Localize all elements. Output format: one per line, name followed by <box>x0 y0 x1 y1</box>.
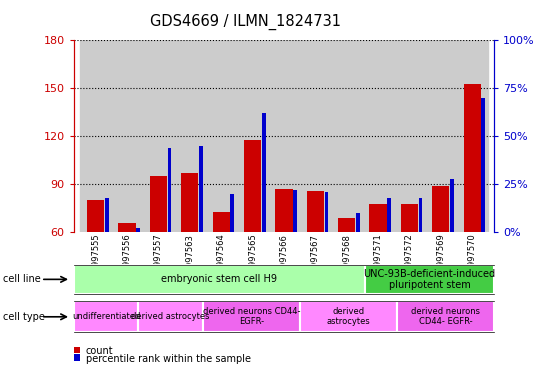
Bar <box>105 198 109 328</box>
Bar <box>456 40 488 232</box>
Bar <box>268 40 300 232</box>
Text: cell type: cell type <box>3 312 45 322</box>
Bar <box>199 146 203 328</box>
Text: UNC-93B-deficient-induced
pluripotent stem: UNC-93B-deficient-induced pluripotent st… <box>364 268 496 290</box>
Bar <box>324 192 328 328</box>
Bar <box>212 212 230 328</box>
Text: derived neurons
CD44- EGFR-: derived neurons CD44- EGFR- <box>411 307 480 326</box>
Bar <box>118 223 135 328</box>
Bar <box>174 40 205 232</box>
Bar <box>401 204 418 328</box>
Bar <box>356 213 360 328</box>
Bar <box>181 173 198 328</box>
Bar <box>262 113 265 328</box>
Text: count: count <box>86 346 114 356</box>
Bar <box>205 40 237 232</box>
Text: derived astrocytes: derived astrocytes <box>132 312 210 321</box>
Text: embryonic stem cell H9: embryonic stem cell H9 <box>161 274 277 285</box>
Bar <box>425 40 456 232</box>
Bar <box>432 186 449 328</box>
Text: derived neurons CD44-
EGFR-: derived neurons CD44- EGFR- <box>203 307 300 326</box>
Bar <box>387 198 391 328</box>
Text: percentile rank within the sample: percentile rank within the sample <box>86 354 251 364</box>
Bar <box>80 40 111 232</box>
Bar <box>244 139 261 328</box>
Bar <box>363 40 394 232</box>
Bar <box>136 228 140 328</box>
Bar <box>338 218 355 328</box>
Bar <box>482 98 485 328</box>
Text: GDS4669 / ILMN_1824731: GDS4669 / ILMN_1824731 <box>150 13 341 30</box>
Text: cell line: cell line <box>3 274 40 285</box>
Bar <box>143 40 174 232</box>
Bar <box>150 176 167 328</box>
Bar <box>237 40 268 232</box>
Bar <box>307 191 324 328</box>
Text: derived
astrocytes: derived astrocytes <box>327 307 371 326</box>
Bar <box>464 84 481 328</box>
Text: undifferentiated: undifferentiated <box>72 312 140 321</box>
Bar <box>87 200 104 328</box>
Bar <box>331 40 363 232</box>
Bar <box>450 179 454 328</box>
Bar <box>300 40 331 232</box>
Bar <box>230 194 234 328</box>
Bar <box>111 40 143 232</box>
Bar <box>168 148 171 328</box>
Bar <box>370 204 387 328</box>
Bar <box>419 198 423 328</box>
Bar <box>275 189 293 328</box>
Bar <box>293 190 297 328</box>
Bar <box>394 40 425 232</box>
